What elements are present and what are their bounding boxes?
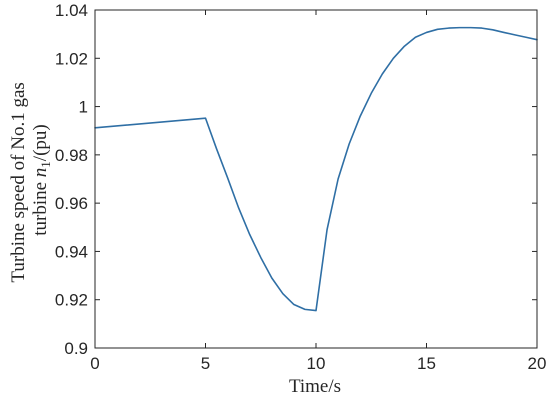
y-tick-label: 1: [79, 98, 88, 117]
y-tick-label: 0.9: [64, 339, 88, 358]
y-axis-label-line2-suffix: /(pu): [30, 124, 51, 161]
x-tick-label: 20: [528, 354, 547, 373]
y-tick-label: 0.98: [55, 146, 88, 165]
y-tick-label: 0.96: [55, 194, 88, 213]
y-axis-label: Turbine speed of No.1 gas turbine n1/(pu…: [8, 77, 53, 282]
x-tick-label: 5: [201, 354, 210, 373]
tick-labels: 0 5 10 15 20 0.9 0.92 0.94 0.96 0.98 1 1.02 1.04: [55, 1, 547, 373]
x-tick-label: 0: [90, 354, 99, 373]
x-axis-label: Time/s: [289, 376, 341, 397]
series-line: [94, 26, 538, 312]
y-axis-label-subscript: 1: [38, 161, 53, 168]
y-axis-label-variable: n: [30, 168, 51, 178]
x-tick-label: 15: [417, 354, 436, 373]
y-axis-label-line1: Turbine speed of No.1 gas: [8, 82, 29, 282]
plot-frame: [94, 9, 538, 349]
y-tick-label: 0.94: [55, 242, 88, 261]
x-tick-label: 10: [307, 354, 326, 373]
y-tick-label: 0.92: [55, 291, 88, 310]
axis-ticks: [94, 9, 538, 349]
y-tick-label: 1.04: [55, 1, 88, 20]
plot-lines: [94, 26, 538, 312]
y-tick-label: 1.02: [55, 49, 88, 68]
y-axis-label-line2-prefix: turbine: [30, 177, 51, 236]
